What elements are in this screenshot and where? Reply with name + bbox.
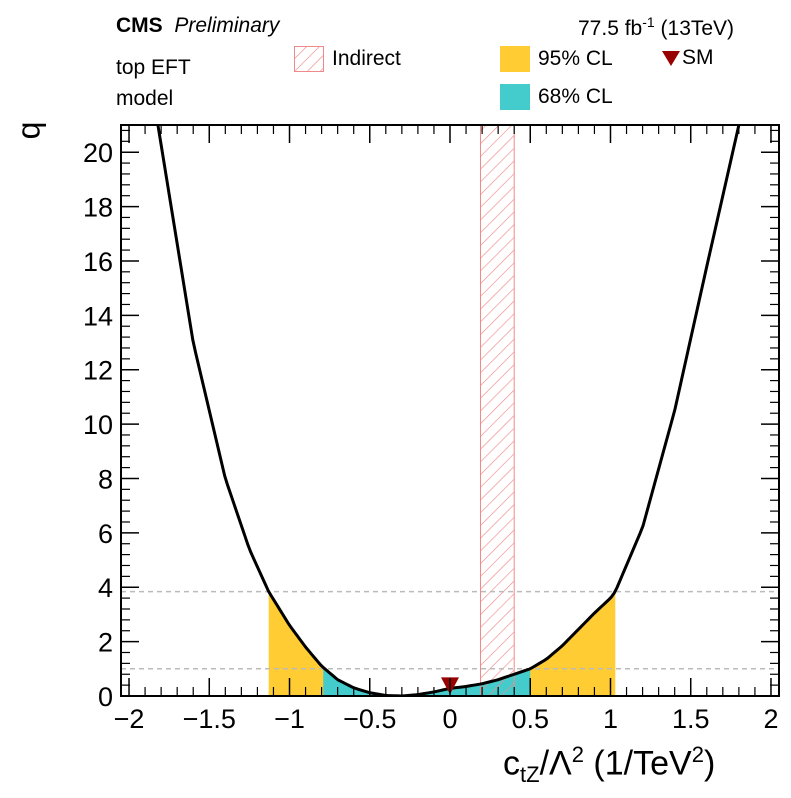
q-curve-line [156,125,741,696]
x-tick-label: 2 [763,704,778,734]
y-tick-label: 16 [83,247,113,277]
indirect-hatch [479,125,515,696]
y-tick-label: 14 [83,301,113,331]
x-tick-label: 1 [603,704,618,734]
x-tick-label: −2 [114,704,145,734]
likelihood-curve [156,125,741,696]
cl95-swatch-icon [500,46,530,72]
x-tick-label: 0.5 [511,704,549,734]
y-tick-label: 4 [98,573,113,603]
x-ticks: −2 −1.5 −1 −0.5 0 0.5 1 1.5 2 [114,125,778,734]
x-tick-label: −1.5 [183,704,236,734]
lumi-label: 77.5 fb-1 (13TeV) [578,14,735,40]
plot-frame [120,124,780,697]
y-tick-label: 8 [98,464,113,494]
model-line1: top EFT [116,56,191,79]
threshold-lines [121,590,779,670]
legend-cl68: 68% CL [500,84,613,110]
cl68-area [323,667,531,696]
experiment-label: CMS [116,14,163,37]
y-tick-label: 10 [83,410,113,440]
legend-cl95: 95% CL [500,46,613,72]
y-tick-label: 0 [98,682,113,712]
y-tick-label: 6 [98,519,113,549]
x-tick-label: −1 [274,704,305,734]
model-line2: model [116,87,174,110]
legend-indirect: Indirect [294,46,401,72]
legend-sm: SM [662,46,714,70]
indirect-swatch-icon [294,46,324,72]
indirect-band [479,125,515,696]
cl68-swatch-icon [500,84,530,110]
y-tick-label: 20 [83,138,113,168]
y-tick-label: 12 [83,356,113,386]
sm-triangle-icon [662,51,680,66]
y-axis-label: q [10,121,47,140]
y-ticks: 0 2 4 6 8 10 12 14 16 18 20 [83,129,779,712]
x-axis-label: ctZ/Λ2 (1/TeV2) [503,742,716,788]
status-label: Preliminary [174,14,280,37]
x-tick-label: −0.5 [343,704,396,734]
x-tick-label: 1.5 [672,704,710,734]
y-tick-label: 18 [83,193,113,223]
x-tick-label: 0 [442,704,457,734]
y-tick-label: 2 [98,628,113,658]
